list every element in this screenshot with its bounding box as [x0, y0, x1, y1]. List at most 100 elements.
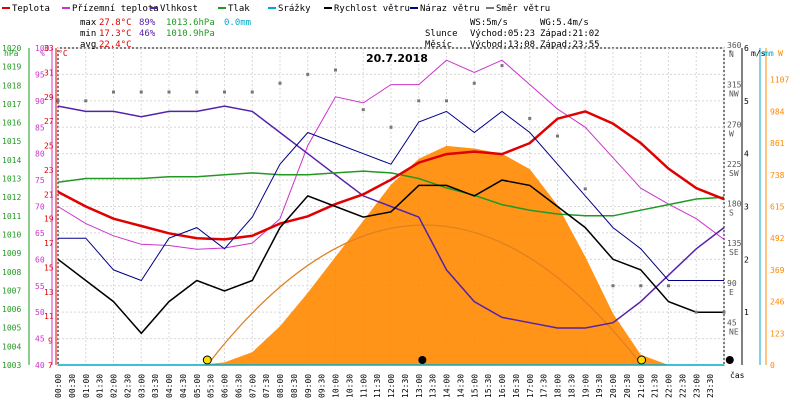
direction-dot — [250, 90, 254, 94]
tick-direction-deg: 180 — [727, 200, 742, 209]
x-tick-label: 21:30 — [651, 374, 660, 398]
sun-rise: Východ:05:23 — [470, 29, 535, 39]
x-tick-label: 18:30 — [567, 374, 576, 398]
tick-temperature: 19 — [44, 215, 54, 224]
tick-pressure: 1015 — [2, 137, 21, 146]
x-tick-label: 06:30 — [234, 374, 243, 398]
radiation-area — [58, 145, 724, 365]
unit-pct: % — [40, 49, 45, 58]
radiation-fill — [58, 145, 724, 365]
tick-humidity: 100 — [35, 44, 50, 53]
x-tick-label: 13:30 — [429, 374, 438, 398]
tick-humidity: 85 — [35, 123, 45, 132]
x-tick-label: 11:00 — [359, 374, 368, 398]
tick-radiation: 1107 — [770, 76, 789, 85]
direction-dot — [334, 68, 337, 72]
x-tick-label: 22:00 — [665, 374, 674, 398]
tick-wind: 5 — [744, 97, 749, 106]
tick-pressure: 1008 — [2, 268, 21, 277]
unit-deg: ° — [728, 49, 733, 58]
tick-direction-deg: 225 — [727, 160, 742, 169]
tick-wind: 3 — [744, 203, 749, 212]
tick-humidity: 90 — [35, 97, 45, 106]
tick-humidity: 55 — [35, 282, 45, 291]
direction-dot — [639, 284, 643, 288]
series-line-pocitova — [57, 59, 725, 250]
direction-dot — [583, 187, 587, 191]
tick-pressure: 1016 — [2, 119, 21, 128]
tick-pressure: 1009 — [2, 249, 21, 258]
legend-item-smer: Směr větru — [496, 4, 550, 14]
tick-temperature: 17 — [44, 239, 54, 248]
stats-min-hum: 46% — [139, 29, 156, 39]
x-tick-label: 14:30 — [456, 374, 465, 398]
stats-max-label: max — [80, 18, 97, 28]
stats-min-label: min — [80, 29, 96, 39]
tick-pressure: 1011 — [2, 212, 21, 221]
tick-radiation: 738 — [770, 171, 785, 180]
x-tick-label: 15:30 — [484, 374, 493, 398]
x-tick-label: 22:30 — [678, 374, 687, 398]
series-line-rychlost — [57, 179, 724, 335]
tick-pressure: 1012 — [2, 193, 21, 202]
tick-pressure: 1020 — [2, 44, 21, 53]
x-tick-label: 19:00 — [581, 374, 590, 398]
x-tick-label: 19:30 — [595, 374, 604, 398]
x-tick-label: 21:00 — [637, 374, 646, 398]
tick-pressure: 1006 — [2, 305, 21, 314]
legend-item-vlhkost: Vlhkost — [160, 4, 198, 14]
tick-temperature: 7 — [48, 361, 53, 370]
x-tick-label: 04:30 — [179, 374, 188, 398]
tick-temperature: 29 — [44, 93, 54, 102]
tick-direction-deg: 135 — [727, 239, 742, 248]
wind-wg: WG:5.4m/s — [540, 18, 589, 28]
tick-wind: 1 — [744, 308, 749, 317]
direction-dot — [361, 108, 365, 112]
tick-direction-deg: 90 — [727, 279, 737, 288]
tick-humidity: 65 — [35, 229, 45, 238]
unit-w: W — [778, 49, 783, 58]
sunset-marker — [637, 355, 647, 365]
direction-dot — [306, 72, 310, 76]
tick-radiation: 0 — [770, 361, 775, 370]
tick-radiation: 492 — [770, 234, 785, 243]
direction-dot — [84, 99, 88, 103]
tick-temperature: 13 — [44, 288, 54, 297]
tick-temperature: 15 — [44, 263, 54, 272]
x-axis-label: čas — [730, 370, 745, 380]
direction-dot — [722, 310, 726, 314]
direction-dot — [417, 99, 421, 103]
legend: Teplota Přízemní teplota Vlhkost Tlak Srážky… — [2, 4, 550, 14]
stats-min-press: 1010.9hPa — [166, 29, 215, 39]
axes: 1003100410051006100710081009101010111012… — [2, 41, 789, 370]
stats-max-press: 1013.6hPa — [166, 18, 215, 28]
tick-humidity: 45 — [35, 335, 45, 344]
tick-direction-deg: 270 — [727, 120, 742, 129]
tick-pressure: 1017 — [2, 100, 21, 109]
moonset-marker — [725, 356, 734, 364]
moon-label: Měsíc — [425, 40, 452, 50]
tick-radiation: 615 — [770, 203, 785, 212]
sun-arc — [202, 224, 734, 366]
tick-pressure: 1004 — [2, 342, 21, 351]
direction-dot — [223, 90, 226, 94]
tick-direction-name: E — [729, 288, 734, 297]
tick-humidity: 75 — [35, 176, 45, 185]
legend-item-pocitova: Přízemní teplota — [72, 4, 159, 14]
legend-item-teplota: Teplota — [12, 4, 50, 14]
stats-avg-temp: 22.4°C — [99, 40, 132, 50]
series-line-vlhkost — [57, 105, 725, 329]
x-tick-label: 12:00 — [387, 374, 396, 398]
x-tick-label: 04:00 — [165, 374, 174, 398]
sun-label: Slunce — [425, 29, 458, 39]
x-tick-label: 09:30 — [318, 374, 327, 398]
sunrise-marker — [202, 355, 212, 365]
tick-pressure: 1019 — [2, 63, 21, 72]
x-tick-label: 02:00 — [110, 374, 119, 398]
direction-dot — [56, 99, 60, 103]
x-tick-label: 10:30 — [345, 374, 354, 398]
stats-max-temp: 27.8°C — [99, 18, 132, 28]
tick-humidity: 60 — [35, 255, 45, 264]
x-tick-label: 12:30 — [401, 374, 410, 398]
direction-dot — [611, 284, 615, 288]
